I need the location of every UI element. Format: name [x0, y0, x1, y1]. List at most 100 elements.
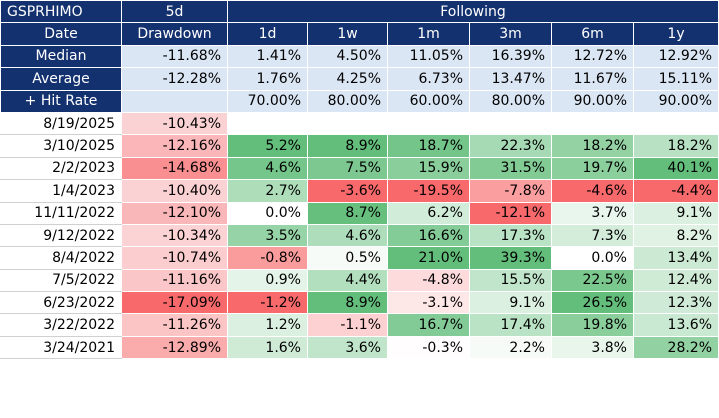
row-value: -4.6% [551, 179, 634, 203]
row-value: -1.1% [307, 313, 388, 337]
row-value: 13.4% [632, 246, 719, 270]
table-row: 7/5/2022 -11.16% 0.9% 4.4% -4.8% 15.5% 22.5% 12… [0, 268, 719, 293]
row-value: 17.3% [469, 223, 552, 248]
row-drawdown: -10.40% [121, 179, 228, 203]
row-value: 0.9% [227, 268, 308, 293]
row-drawdown: -12.89% [121, 335, 228, 360]
row-value: -3.1% [387, 291, 470, 315]
row-drawdown: -10.43% [121, 111, 228, 136]
row-value: -4.8% [387, 268, 470, 293]
row-value [551, 111, 634, 136]
header-row-1: GSPRHIMO 5d Following [0, 0, 719, 24]
row-value [632, 111, 719, 136]
table-row: 11/11/2022 -12.10% 0.0% 8.7% 6.2% -12.1% 3.7% 9… [0, 201, 719, 225]
row-value: 19.8% [551, 313, 634, 337]
table-row: 9/12/2022 -10.34% 3.5% 4.6% 16.6% 17.3% 7.3% 8.… [0, 223, 719, 248]
row-value: 6.2% [387, 201, 470, 225]
row-value: 5.2% [227, 134, 308, 158]
row-value: 9.1% [632, 201, 719, 225]
row-value [227, 111, 308, 136]
table-row: 8/4/2022 -10.74% -0.8% 0.5% 21.0% 39.3% 0.0% 13… [0, 246, 719, 270]
row-value: 22.5% [551, 268, 634, 293]
row-date: 8/4/2022 [0, 246, 122, 270]
row-value: 8.2% [632, 223, 719, 248]
row-value: 8.9% [307, 134, 388, 158]
table-row: 3/24/2021 -12.89% 1.6% 3.6% -0.3% 2.2% 3.8% 28.… [0, 335, 719, 360]
stat-value: 11.67% [551, 67, 634, 91]
ticker-label: GSPRHIMO [0, 0, 122, 24]
drawdown-header-top: 5d [121, 0, 228, 24]
row-value: -12.1% [469, 201, 552, 225]
row-date: 8/19/2025 [0, 111, 122, 136]
row-value: 18.2% [551, 134, 634, 158]
stat-value: 1.76% [227, 67, 308, 91]
stat-value: 90.00% [632, 89, 719, 113]
row-value: 21.0% [387, 246, 470, 270]
stat-value: 16.39% [469, 44, 552, 69]
table-row: 8/19/2025 -10.43% [0, 111, 719, 136]
period-header: 6m [551, 22, 634, 46]
row-date: 1/4/2023 [0, 179, 122, 203]
table-row: 6/23/2022 -17.09% -1.2% 8.9% -3.1% 9.1% 26.5% 1… [0, 291, 719, 315]
period-header: 1y [632, 22, 719, 46]
stat-label: Average [0, 67, 122, 91]
period-header: 1m [387, 22, 470, 46]
row-value: -19.5% [387, 179, 470, 203]
drawdown-header-bottom: Drawdown [121, 22, 228, 46]
row-value: 40.1% [632, 156, 719, 181]
stats-row: Average -12.28% 1.76% 4.25% 6.73% 13.47% 11.67… [0, 67, 719, 91]
stats-row: Median -11.68% 1.41% 4.50% 11.05% 16.39% 12.72… [0, 44, 719, 69]
row-date: 6/23/2022 [0, 291, 122, 315]
period-header: 1w [307, 22, 388, 46]
row-value: 18.2% [632, 134, 719, 158]
stat-label: + Hit Rate [0, 89, 122, 113]
stat-drawdown [121, 89, 228, 113]
table-row: 2/2/2023 -14.68% 4.6% 7.5% 15.9% 31.5% 19.7% 40… [0, 156, 719, 181]
stat-drawdown: -12.28% [121, 67, 228, 91]
row-date: 7/5/2022 [0, 268, 122, 293]
period-header: 1d [227, 22, 308, 46]
row-value: 2.2% [469, 335, 552, 360]
row-value: 15.9% [387, 156, 470, 181]
stat-value: 4.25% [307, 67, 388, 91]
header-row-2: Date Drawdown 1d 1w 1m 3m 6m 1y [0, 22, 719, 46]
row-value: -0.8% [227, 246, 308, 270]
stat-value: 13.47% [469, 67, 552, 91]
row-value: 3.7% [551, 201, 634, 225]
row-value: 18.7% [387, 134, 470, 158]
row-value [387, 111, 470, 136]
stat-value: 80.00% [469, 89, 552, 113]
row-value: 13.6% [632, 313, 719, 337]
stat-value: 15.11% [632, 67, 719, 91]
row-value: 3.5% [227, 223, 308, 248]
stat-label: Median [0, 44, 122, 69]
stat-value: 11.05% [387, 44, 470, 69]
period-header: 3m [469, 22, 552, 46]
row-drawdown: -10.74% [121, 246, 228, 270]
row-value: 3.6% [307, 335, 388, 360]
row-value: 4.6% [227, 156, 308, 181]
row-date: 11/11/2022 [0, 201, 122, 225]
row-value: 7.5% [307, 156, 388, 181]
row-drawdown: -12.16% [121, 134, 228, 158]
row-value: 31.5% [469, 156, 552, 181]
row-value: 0.0% [551, 246, 634, 270]
row-value: 17.4% [469, 313, 552, 337]
row-value [469, 111, 552, 136]
row-value: -4.4% [632, 179, 719, 203]
row-value: 1.2% [227, 313, 308, 337]
row-value: 16.7% [387, 313, 470, 337]
row-date: 2/2/2023 [0, 156, 122, 181]
row-value: 0.5% [307, 246, 388, 270]
stat-value: 12.72% [551, 44, 634, 69]
stat-drawdown: -11.68% [121, 44, 228, 69]
row-date: 3/10/2025 [0, 134, 122, 158]
table-row: 3/22/2022 -11.26% 1.2% -1.1% 16.7% 17.4% 19.8%… [0, 313, 719, 337]
table-row: 1/4/2023 -10.40% 2.7% -3.6% -19.5% -7.8% -4.6%… [0, 179, 719, 203]
row-value: -3.6% [307, 179, 388, 203]
row-value: 16.6% [387, 223, 470, 248]
row-value: 1.6% [227, 335, 308, 360]
row-value: 15.5% [469, 268, 552, 293]
stat-value: 1.41% [227, 44, 308, 69]
row-value: -7.8% [469, 179, 552, 203]
